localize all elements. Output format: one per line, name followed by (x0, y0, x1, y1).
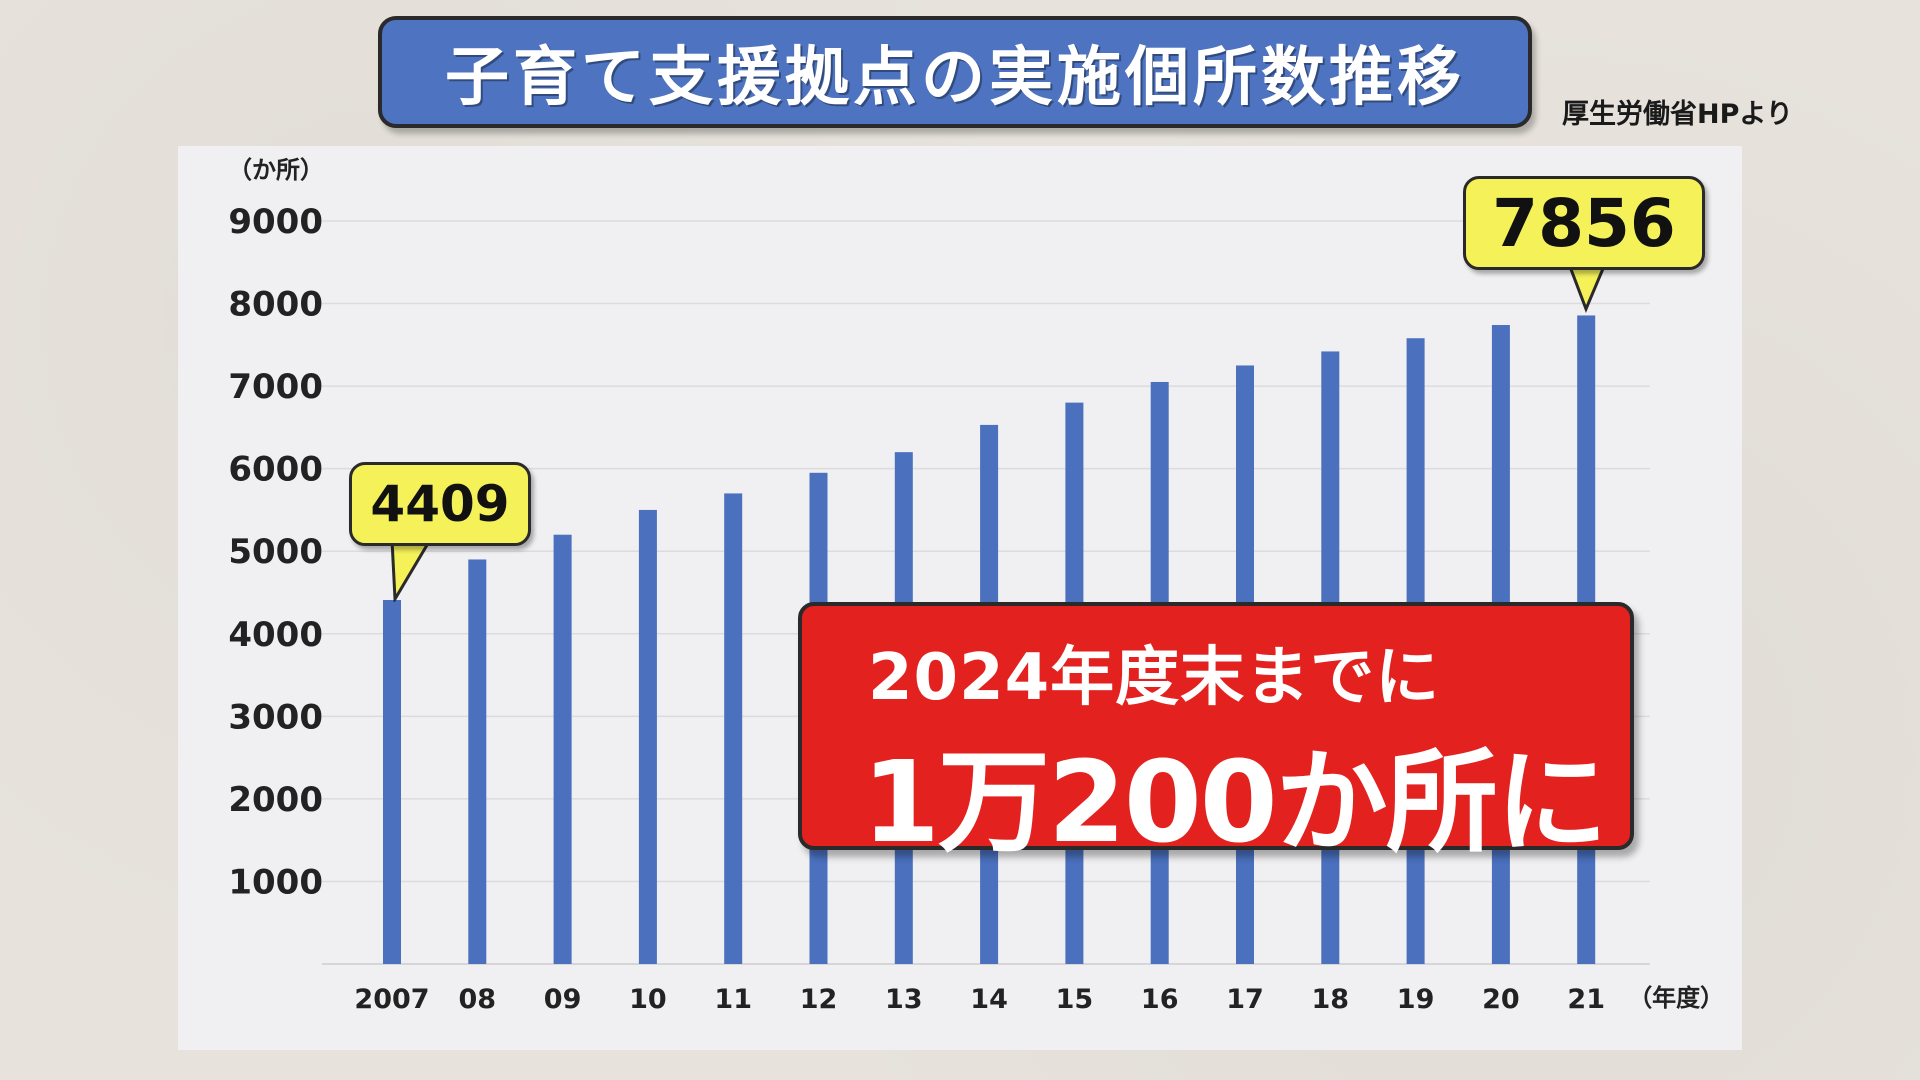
x-axis-label: （年度） (1628, 984, 1724, 1012)
y-tick-label: 4000 (228, 615, 323, 655)
x-tick-label: 2007 (354, 984, 429, 1015)
x-tick-label: 11 (714, 984, 752, 1015)
x-tick-label: 20 (1482, 984, 1520, 1015)
bar (638, 509, 657, 964)
callout-end-value: 7856 (1463, 176, 1705, 270)
x-tick-label: 17 (1226, 984, 1264, 1015)
y-tick-label: 7000 (228, 367, 323, 407)
x-tick-label: 14 (970, 984, 1008, 1015)
y-tick-label: 5000 (228, 532, 323, 572)
callout-start-pointer (390, 540, 432, 602)
x-tick-label: 18 (1312, 984, 1350, 1015)
x-tick-label: 10 (629, 984, 667, 1015)
x-tick-label: 21 (1567, 984, 1605, 1015)
target-highlight-box: 2024年度末までに 1万200か所に (798, 602, 1634, 868)
bar (553, 534, 572, 964)
callout-end-pointer (1567, 264, 1607, 314)
x-tick-label: 19 (1397, 984, 1435, 1015)
y-tick-label: 1000 (228, 862, 323, 902)
x-tick-label: 12 (800, 984, 838, 1015)
y-tick-label: 9000 (228, 202, 323, 242)
x-tick-label: 15 (1056, 984, 1094, 1015)
y-tick-label: 2000 (228, 780, 323, 820)
y-tick-label: 6000 (228, 450, 323, 490)
target-count-text: 1万200か所に (862, 738, 1608, 868)
bar (724, 493, 743, 964)
target-deadline-text: 2024年度末までに (868, 641, 1441, 715)
title-banner: 子育て支援拠点の実施個所数推移 (378, 16, 1532, 128)
source-note: 厚生労働省HPより (1562, 99, 1793, 130)
x-tick-label: 16 (1141, 984, 1179, 1015)
chart-title: 子育て支援拠点の実施個所数推移 (445, 41, 1465, 115)
x-tick-label: 09 (544, 984, 582, 1015)
x-tick-label: 13 (885, 984, 923, 1015)
bar (468, 559, 487, 964)
x-tick-label: 08 (459, 984, 497, 1015)
callout-start-value: 4409 (349, 462, 531, 546)
bar (383, 600, 401, 964)
y-tick-label: 3000 (228, 697, 323, 737)
y-axis-label: （か所） (228, 156, 324, 184)
y-tick-label: 8000 (228, 285, 323, 325)
